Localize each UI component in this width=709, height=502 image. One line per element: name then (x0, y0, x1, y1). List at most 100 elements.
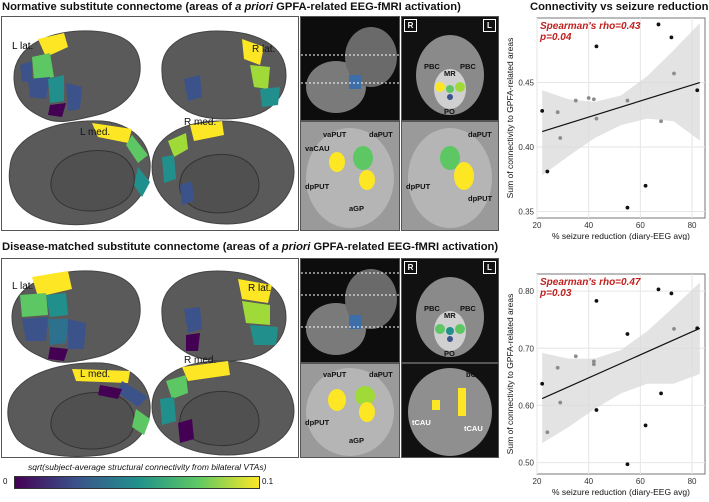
top-l-medial-brain (8, 120, 151, 226)
y-tick-label: 0.40 (518, 143, 534, 152)
data-point (591, 359, 596, 364)
data-point (625, 462, 630, 467)
y-tick-label: 0.60 (518, 401, 534, 410)
data-point (695, 326, 700, 331)
x-axis-label: % seizure reduction (diary-EEG avg) (552, 487, 690, 497)
top-daput-label: daPUT (369, 130, 393, 139)
bottom-mri-coronal-2: bCAU tCAU tCAU (401, 363, 499, 458)
top-dpput-label: dpPUT (305, 182, 330, 191)
bottom-pbc-left-label: PBC (424, 304, 440, 313)
x-axis-label: % seizure reduction (diary-EEG avg) (552, 231, 690, 240)
top-cortex-panel: L lat. R lat. L med. R med. (1, 16, 299, 231)
data-point (545, 430, 550, 435)
bottom-agp-label: aGP (349, 436, 365, 445)
data-point (545, 169, 550, 174)
bottom-coronal2-svg (408, 368, 492, 456)
scatter-plot-normative: 0.35 0.40 0.45 20 40 60 80% seizure reduction … (505, 17, 706, 240)
y-tick-label: 0.70 (518, 344, 534, 353)
x-tick-label: 40 (584, 221, 593, 230)
bottom-bcau-label: bCAU (466, 370, 487, 379)
top-dpput-label-2: dpPUT (406, 182, 431, 191)
stats-annotation: p=0.03 (539, 288, 572, 299)
bottom-mr-label: MR (444, 311, 456, 320)
data-point (555, 110, 560, 115)
top-po-label: PO (444, 107, 455, 116)
colorbar-max-label: 0.1 (262, 477, 274, 486)
stats-annotation: Spearman's rho=0.43 (540, 21, 641, 32)
data-point (656, 287, 661, 292)
top-coronal2-svg (408, 128, 492, 228)
data-point (672, 71, 676, 76)
data-point (591, 362, 596, 367)
bottom-pbc-right-label: PBC (460, 304, 476, 313)
data-point (586, 96, 591, 100)
bottom-r-medial-brain (151, 360, 295, 456)
colorbar-min-label: 0 (3, 477, 8, 486)
bottom-axial-svg (416, 277, 484, 357)
data-point (625, 98, 630, 103)
top-r-medial-brain (151, 120, 295, 225)
bottom-r-lat-label: R lat. (248, 283, 271, 294)
data-point (594, 298, 599, 303)
top-mri-coronal-1: vaPUT daPUT vaCAU dpPUT aGP (300, 121, 400, 231)
top-coronal1-svg (306, 128, 394, 228)
data-point (669, 291, 674, 296)
bottom-l-lat-label: L lat. (12, 281, 33, 292)
x-tick-label: 20 (533, 221, 542, 230)
top-l-med-label: L med. (80, 127, 110, 138)
top-left-title: Normative substitute connectome (areas o… (2, 1, 461, 13)
top-daput-label-2: daPUT (468, 130, 492, 139)
data-point (555, 365, 560, 370)
top-r-lat-label: R lat. (252, 44, 275, 55)
data-point (573, 98, 578, 103)
top-sagittal-svg (301, 27, 399, 113)
stats-annotation: Spearman's rho=0.47 (540, 277, 641, 288)
top-axial-l-corner: L (483, 19, 496, 32)
top-vacau-label: vaCAU (305, 144, 330, 153)
bottom-axial-l-corner: L (483, 261, 496, 274)
y-axis-label: Sum of connectivity to GPFA-related area… (505, 38, 515, 199)
scatter-plot-disease-matched: 0.50 0.60 0.70 0.80 20 40 60 80% seizure reduct… (505, 273, 706, 497)
bottom-vaput-label: vaPUT (323, 370, 347, 379)
fit-line (541, 81, 701, 133)
bottom-cortex-svg: L lat. R lat. L med. R med. (7, 270, 295, 457)
bottom-l-medial-brain (7, 362, 151, 457)
top-r-lateral-brain (161, 30, 287, 120)
top-mr-label: MR (444, 69, 456, 78)
top-mri-axial: R L PBC MR PBC PO (401, 16, 499, 121)
top-dpput-label-3: dpPUT (468, 194, 493, 203)
top-cortex-svg: L lat. R lat. L med. R med. (8, 30, 295, 226)
bottom-l-med-label: L med. (80, 369, 110, 380)
bottom-daput-label: daPUT (369, 370, 393, 379)
y-tick-label: 0.35 (518, 208, 534, 217)
data-point (594, 116, 599, 121)
fit-line (541, 327, 701, 400)
bottom-mri-coronal-1: vaPUT daPUT dpPUT aGP (300, 363, 400, 458)
y-tick-label: 0.45 (518, 79, 534, 88)
top-right-title: Connectivity vs seizure reduction (530, 1, 709, 13)
top-mri-sagittal (300, 16, 400, 121)
data-point (656, 22, 661, 27)
data-point (643, 423, 648, 428)
confidence-band (542, 23, 700, 176)
colorbar (14, 476, 260, 489)
x-tick-label: 80 (688, 477, 697, 486)
data-point (558, 136, 563, 140)
colorbar-label: sqrt(subject-average structural connecti… (28, 462, 267, 472)
x-tick-label: 60 (636, 221, 645, 230)
top-agp-label: aGP (349, 204, 365, 213)
data-point (558, 400, 563, 405)
data-point (540, 109, 545, 113)
data-point (659, 391, 663, 396)
bottom-dpput-label: dpPUT (305, 418, 330, 427)
bottom-tcau-left-label: tCAU (412, 418, 431, 427)
data-point (625, 332, 630, 336)
bottom-coronal1-svg (306, 368, 394, 456)
top-l-lateral-brain (13, 30, 141, 122)
x-tick-label: 80 (688, 221, 697, 230)
top-pbc-left-label: PBC (424, 62, 440, 71)
bottom-tcau-right-label: tCAU (464, 424, 483, 433)
x-tick-label: 20 (533, 477, 542, 486)
data-point (695, 88, 700, 93)
data-point (669, 35, 674, 40)
